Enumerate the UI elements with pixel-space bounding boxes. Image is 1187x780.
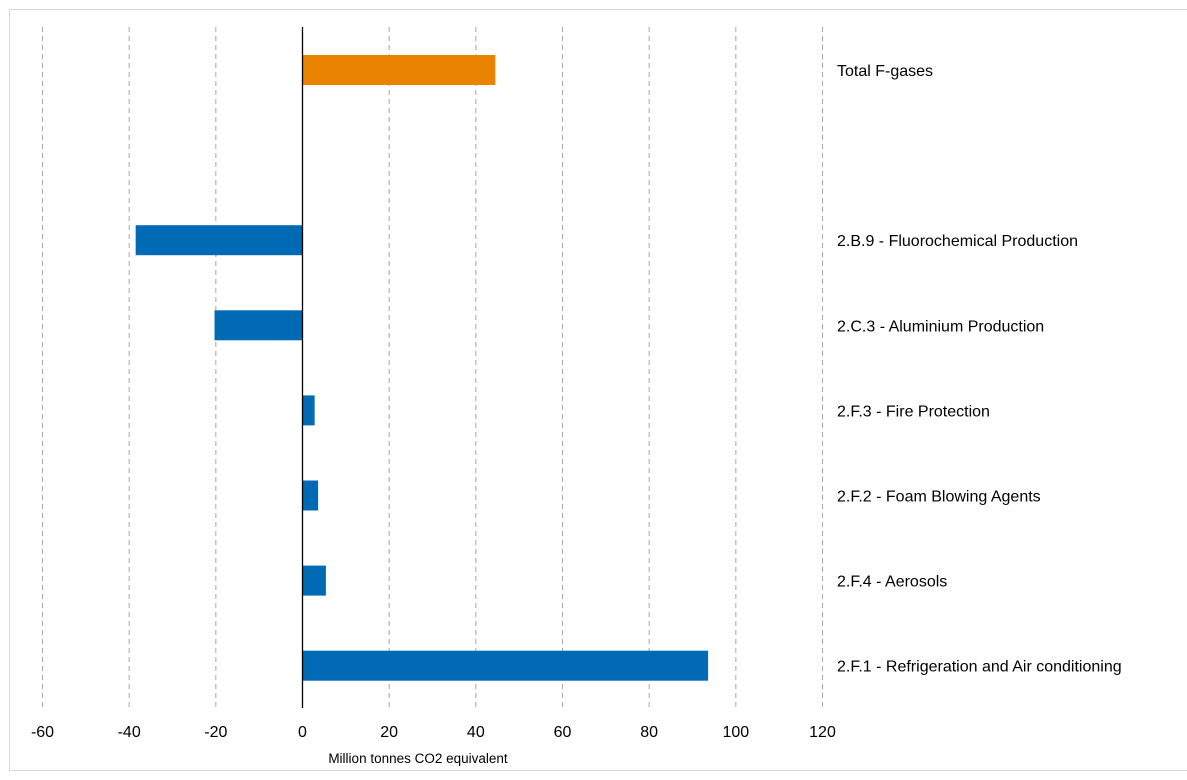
- bar: [135, 225, 303, 256]
- x-tick-label: -60: [31, 724, 54, 741]
- category-label: 2.F.3 - Fire Protection: [837, 403, 990, 420]
- x-tick-labels: -60 -40 -20 0 20 40 60 80 100 120: [31, 724, 836, 741]
- bar: [302, 650, 709, 681]
- bar: [302, 395, 315, 426]
- x-tick-label: 60: [554, 724, 572, 741]
- x-tick-label: 80: [640, 724, 658, 741]
- bar: [302, 565, 326, 596]
- x-tick-label: 120: [809, 724, 836, 741]
- category-labels: Total F-gases 2.B.9 - Fluorochemical Prod…: [837, 63, 1122, 676]
- category-label: 2.C.3 - Aluminium Production: [837, 318, 1044, 335]
- x-tick-label: 40: [467, 724, 485, 741]
- chart-frame: [9, 9, 1187, 771]
- x-tick-label: 100: [722, 724, 749, 741]
- x-tick-label: -40: [118, 724, 141, 741]
- x-tick-label: 0: [298, 724, 307, 741]
- category-label: Total F-gases: [837, 63, 933, 80]
- gridlines: [42, 27, 823, 708]
- category-label: 2.F.1 - Refrigeration and Air conditioni…: [837, 659, 1122, 676]
- x-axis-title: Million tonnes CO2 equivalent: [328, 751, 508, 766]
- x-tick-label: -20: [204, 724, 227, 741]
- x-tick-label: 20: [380, 724, 398, 741]
- category-label: 2.F.4 - Aerosols: [837, 574, 947, 591]
- bar: [302, 55, 496, 85]
- bar: [302, 480, 319, 511]
- category-label: 2.F.2 - Foam Blowing Agents: [837, 489, 1041, 506]
- category-label: 2.B.9 - Fluorochemical Production: [837, 233, 1078, 250]
- bars: [135, 55, 709, 681]
- bar: [214, 310, 303, 341]
